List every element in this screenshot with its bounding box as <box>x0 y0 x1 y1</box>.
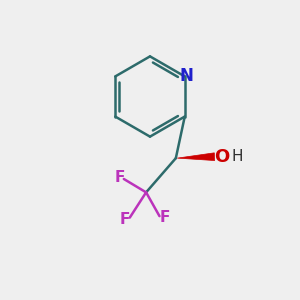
Text: N: N <box>179 68 193 85</box>
Text: H: H <box>232 149 243 164</box>
Text: O: O <box>214 148 230 166</box>
Text: F: F <box>160 210 170 225</box>
Text: F: F <box>119 212 130 226</box>
Polygon shape <box>177 153 214 160</box>
Text: F: F <box>114 170 124 185</box>
